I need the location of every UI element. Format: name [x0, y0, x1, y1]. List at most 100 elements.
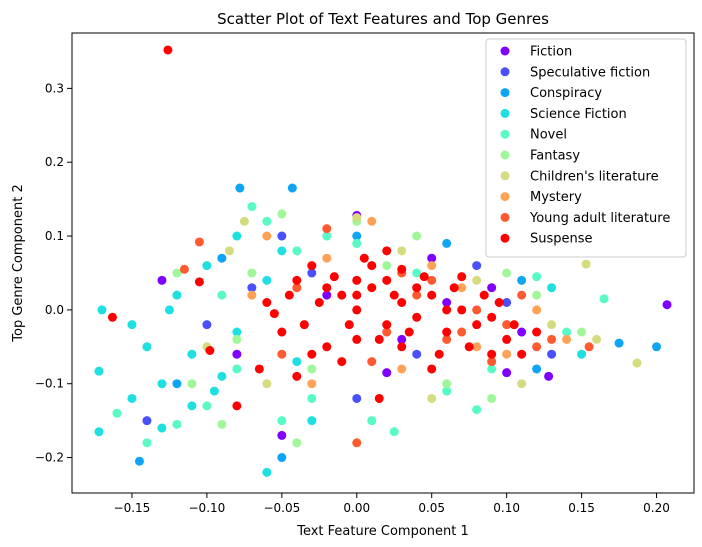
data-point	[307, 379, 317, 389]
data-point	[172, 379, 182, 389]
data-point	[532, 342, 542, 352]
legend-label: Fantasy	[530, 149, 580, 164]
data-point	[577, 327, 587, 337]
data-point	[517, 379, 527, 389]
data-point	[472, 405, 482, 415]
data-point	[442, 298, 452, 307]
data-point	[457, 283, 467, 293]
y-tick-label: 0.1	[45, 229, 64, 243]
data-point	[374, 334, 384, 344]
data-point	[322, 231, 332, 241]
data-point	[382, 327, 392, 337]
data-point	[352, 275, 362, 285]
data-point	[352, 238, 362, 248]
data-point	[352, 393, 362, 403]
x-tick-label: −0.05	[263, 501, 300, 515]
data-point	[179, 264, 189, 274]
data-point	[157, 423, 167, 433]
data-point	[487, 393, 497, 403]
data-point	[322, 253, 332, 263]
data-point	[544, 371, 554, 381]
data-point	[247, 290, 257, 300]
data-point	[172, 268, 182, 278]
data-point	[427, 253, 437, 263]
data-point	[502, 320, 512, 330]
data-point	[164, 305, 174, 315]
data-point	[307, 261, 317, 271]
data-point	[532, 364, 542, 374]
data-point	[232, 231, 242, 241]
data-point	[277, 327, 287, 337]
data-point	[419, 272, 429, 282]
data-point	[517, 349, 527, 359]
data-point	[307, 349, 317, 359]
legend-label: Suspense	[530, 232, 593, 247]
data-point	[562, 334, 572, 344]
data-point	[307, 268, 317, 278]
data-point	[292, 357, 302, 367]
data-point	[322, 290, 332, 300]
data-point	[352, 438, 362, 448]
x-tick-label: 0.15	[568, 501, 595, 515]
data-point	[427, 275, 437, 285]
data-point	[187, 349, 197, 359]
legend-marker	[500, 212, 510, 222]
data-point	[632, 358, 642, 368]
data-point	[337, 290, 347, 300]
legend-marker	[500, 150, 510, 160]
data-point	[412, 349, 422, 359]
y-tick-label: 0.3	[45, 81, 64, 95]
data-point	[404, 327, 414, 337]
data-point	[517, 275, 527, 285]
data-point	[232, 334, 242, 344]
data-point	[614, 338, 624, 348]
data-point	[344, 320, 354, 330]
data-point	[532, 290, 542, 300]
data-point	[232, 327, 242, 337]
data-point	[389, 427, 399, 437]
y-axis-label: Top Genre Component 2	[11, 184, 26, 342]
x-tick-label: 0.05	[418, 501, 445, 515]
data-point	[277, 349, 287, 359]
data-point	[359, 253, 369, 263]
data-point	[224, 246, 234, 256]
data-point	[442, 238, 452, 248]
data-point	[581, 259, 591, 269]
legend-label: Mystery	[530, 190, 582, 205]
data-point	[547, 349, 557, 359]
data-point	[427, 393, 437, 403]
data-point	[374, 393, 384, 403]
legend-label: Speculative fiction	[530, 65, 650, 80]
data-point	[479, 290, 489, 300]
data-point	[247, 268, 257, 278]
data-point	[502, 334, 512, 344]
data-point	[277, 453, 287, 463]
data-point	[314, 298, 324, 307]
data-point	[292, 275, 302, 285]
data-point	[352, 305, 362, 315]
data-point	[532, 327, 542, 337]
data-point	[217, 290, 227, 300]
legend-label: Science Fiction	[530, 107, 627, 122]
data-point	[427, 261, 437, 271]
data-point	[472, 342, 482, 352]
data-point	[292, 283, 302, 293]
data-point	[235, 183, 245, 193]
data-point	[652, 342, 662, 352]
data-point	[287, 183, 297, 193]
data-point	[532, 272, 542, 282]
data-point	[517, 327, 527, 337]
data-point	[442, 379, 452, 389]
data-point	[367, 261, 377, 271]
data-point	[284, 290, 294, 300]
data-point	[502, 349, 512, 359]
data-point	[205, 346, 215, 355]
data-point	[209, 386, 219, 396]
data-point	[547, 320, 557, 330]
data-point	[277, 416, 287, 426]
data-point	[187, 379, 197, 389]
data-point	[202, 401, 212, 411]
data-point	[367, 416, 377, 426]
data-point	[584, 342, 594, 352]
